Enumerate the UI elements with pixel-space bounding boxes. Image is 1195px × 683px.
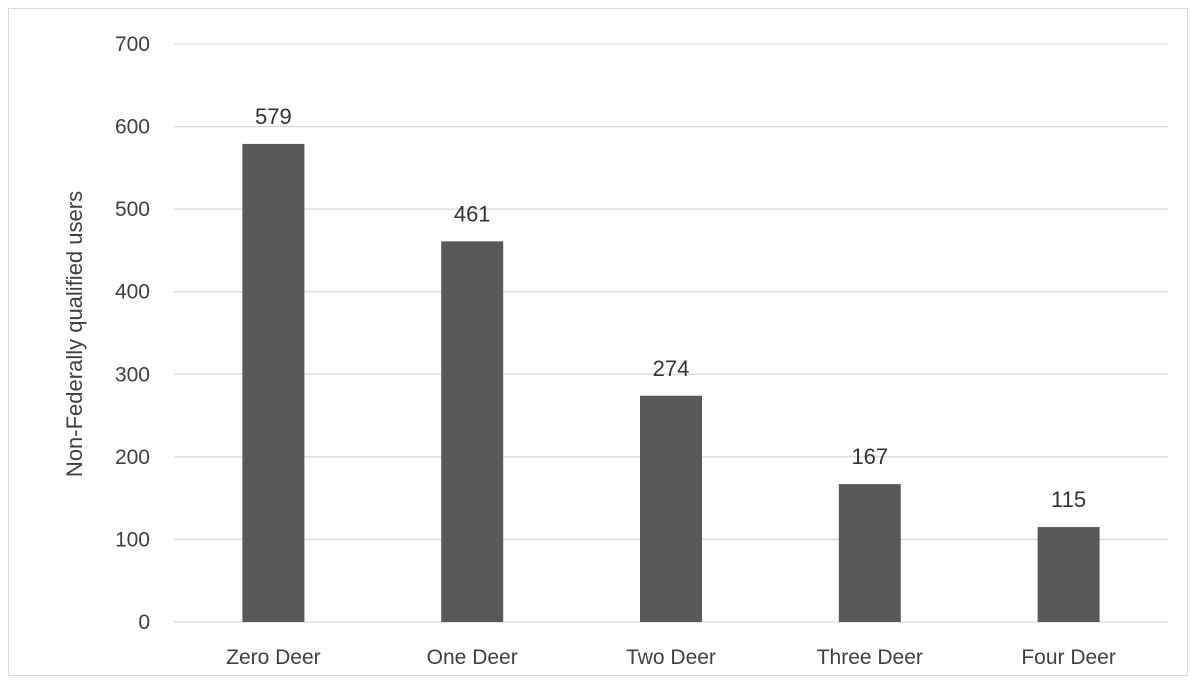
data-labels: 579 461 274 167 115	[255, 104, 1086, 512]
chart-frame	[8, 8, 1188, 676]
y-tick-label: 200	[115, 446, 150, 469]
data-label: 461	[454, 201, 491, 226]
x-category-label: Four Deer	[1021, 646, 1116, 669]
x-category-label: Three Deer	[817, 646, 923, 669]
y-tick-label: 300	[115, 363, 150, 386]
y-axis-title: Non-Federally qualified users	[62, 191, 87, 477]
bars	[242, 143, 1100, 623]
bar-four-deer	[1037, 527, 1100, 622]
data-label: 115	[1051, 487, 1086, 512]
bar-two-deer	[640, 395, 702, 622]
bar-three-deer	[838, 484, 901, 622]
data-label: 579	[255, 104, 292, 129]
data-label: 167	[851, 444, 888, 469]
y-axis-ticks: 0 100 200 300 400 500 600 700	[115, 33, 150, 634]
x-axis-categories: Zero Deer One Deer Two Deer Three Deer Four …	[226, 646, 1116, 669]
x-category-label: Two Deer	[626, 646, 716, 669]
bar-one-deer	[441, 241, 504, 623]
x-category-label: Zero Deer	[226, 646, 321, 669]
gridlines	[174, 43, 1168, 623]
y-tick-label: 700	[115, 33, 150, 56]
y-tick-label: 500	[115, 198, 150, 221]
y-tick-label: 600	[115, 116, 150, 139]
y-tick-label: 400	[115, 281, 150, 304]
y-tick-label: 0	[138, 611, 150, 634]
x-category-label: One Deer	[427, 646, 518, 669]
data-label: 274	[653, 356, 690, 381]
bar-zero-deer	[242, 143, 305, 622]
y-tick-label: 100	[115, 528, 150, 551]
